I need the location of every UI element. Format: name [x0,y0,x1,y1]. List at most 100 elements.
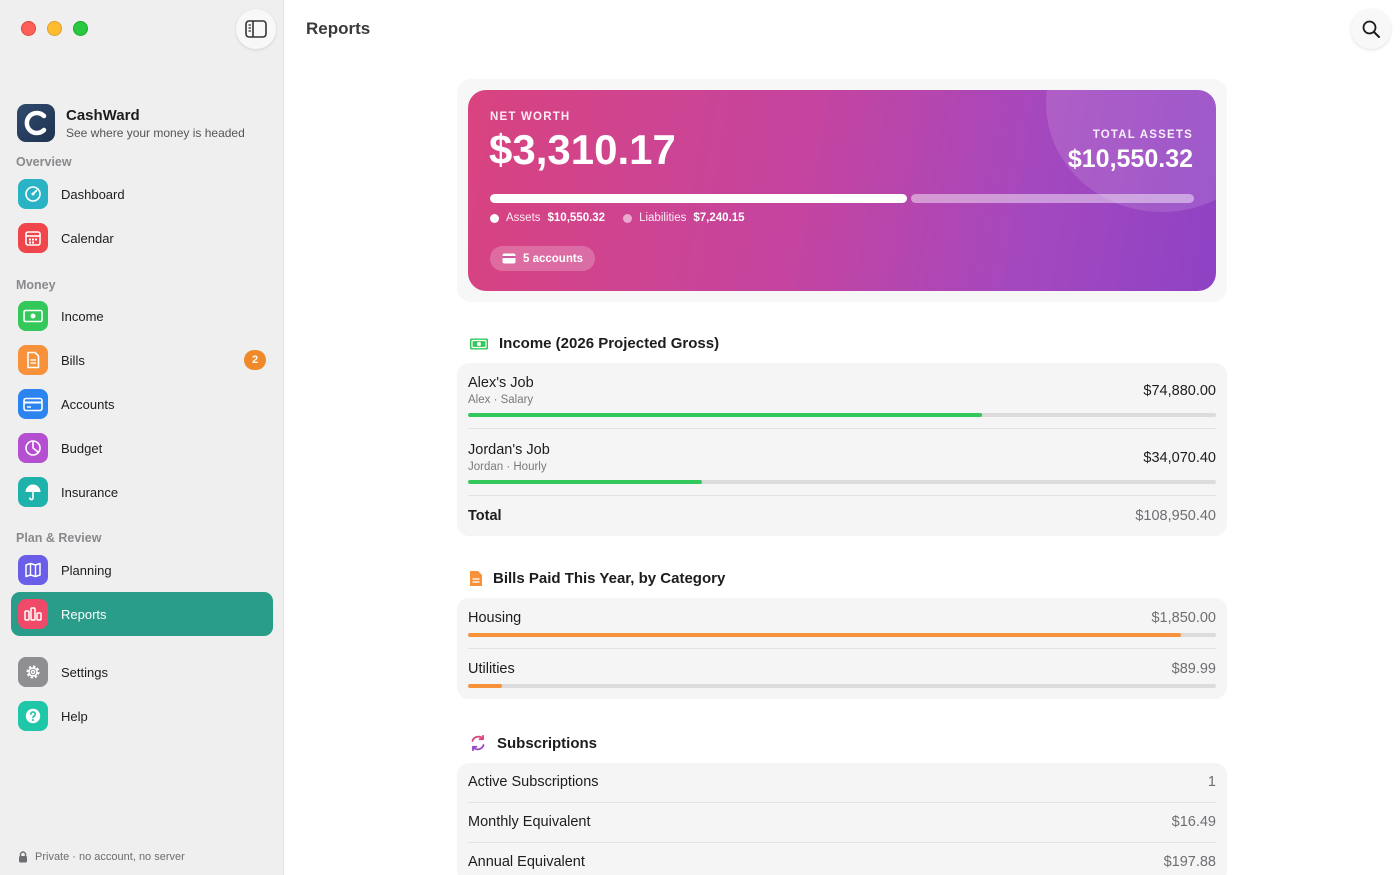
sidebar-item-insurance[interactable]: Insurance [11,470,273,514]
banknote-icon [18,301,48,331]
sidebar-item-help[interactable]: Help [11,694,273,738]
sidebar-item-reports[interactable]: Reports [11,592,273,636]
income-progress-fill [468,480,703,484]
income-section-title: Income (2026 Projected Gross) [499,335,720,352]
sidebar: CashWard See where your money is headed … [0,0,284,875]
sidebar-item-dashboard[interactable]: Dashboard [11,172,273,216]
list-item: Annual Equivalent $197.88 [468,843,1216,875]
gear-icon [18,657,48,687]
sidebar-item-settings[interactable]: Settings [11,650,273,694]
income-source-detail: Jordan · Hourly [468,461,547,473]
accounts-pill[interactable]: 5 accounts [490,246,596,271]
sidebar-item-label: Dashboard [61,186,125,202]
income-progress-track [468,480,1216,484]
search-icon [1362,20,1380,38]
sidebar-item-label: Reports [61,606,107,622]
toggle-sidebar-button[interactable] [236,9,276,49]
sidebar-item-label: Planning [61,562,112,578]
list-item[interactable]: Jordan's Job Jordan · Hourly $34,070.40 [468,429,1216,496]
search-button[interactable] [1351,9,1391,49]
subscriptions-section-header: Subscriptions [469,734,1227,752]
total-assets-value: $10,550.32 [1067,145,1193,173]
sidebar-item-planning[interactable]: Planning [11,548,273,592]
net-worth-value: $3,310.17 [489,126,676,173]
income-list: Alex's Job Alex · Salary $74,880.00 Jord… [457,363,1227,536]
assets-value: $10,550.32 [547,212,606,224]
document-icon [470,571,482,586]
bill-progress-fill [468,633,1181,637]
map-icon [18,555,48,585]
sidebar-item-label: Budget [61,440,103,456]
sidebar-item-bills[interactable]: Bills 2 [11,338,273,382]
assets-label: Assets [506,212,541,224]
minimize-window-button[interactable] [47,21,62,36]
credit-card-icon [18,389,48,419]
income-total-label: Total [468,508,502,524]
reports-content: NET WORTH $3,310.17 TOTAL ASSETS $10,550… [457,79,1227,875]
subscription-stat-label: Monthly Equivalent [468,814,591,830]
subscription-stat-label: Annual Equivalent [468,854,585,870]
bills-list: Housing $1,850.00 Utilities $89.99 [457,598,1227,699]
bill-category-amount: $1,850.00 [1151,610,1216,626]
banknote-icon [470,338,488,349]
page-title: Reports [306,19,371,38]
net-worth-label: NET WORTH [490,111,571,123]
sidebar-item-income[interactable]: Income [11,294,273,338]
brand-tagline: See where your money is headed [66,125,245,140]
subscriptions-section-title: Subscriptions [497,734,598,752]
list-item[interactable]: Housing $1,850.00 [468,598,1216,649]
income-source-name: Alex's Job [468,375,534,391]
bills-section-title: Bills Paid This Year, by Category [493,570,726,587]
assets-bar-segment [490,194,908,203]
bill-category-amount: $89.99 [1171,661,1216,677]
total-assets-label: TOTAL ASSETS [1092,129,1193,141]
liabilities-label: Liabilities [639,212,687,224]
income-amount: $34,070.40 [1143,450,1216,466]
bills-section-header: Bills Paid This Year, by Category [469,570,1227,587]
section-label-plan-review: Plan & Review [16,531,102,545]
income-source-name: Jordan's Job [468,442,550,458]
section-label-overview: Overview [16,155,72,169]
sidebar-item-label: Settings [61,664,108,680]
umbrella-icon [18,477,48,507]
list-item[interactable]: Alex's Job Alex · Salary $74,880.00 [468,363,1216,429]
zoom-window-button[interactable] [73,21,88,36]
sidebar-item-budget[interactable]: Budget [11,426,273,470]
subscription-stat-value: $16.49 [1171,814,1216,830]
cashward-logo-icon [17,104,55,142]
privacy-text: Private · no account, no server [35,851,185,863]
assets-liabilities-bar [490,194,1194,203]
sidebar-item-label: Bills [61,352,85,368]
bills-count-badge: 2 [244,350,266,370]
subscription-stat-value: $197.88 [1163,854,1216,870]
sidebar-item-label: Accounts [61,396,115,412]
pie-chart-icon [18,433,48,463]
list-item[interactable]: Utilities $89.99 [468,649,1216,699]
list-item: Active Subscriptions 1 [468,763,1216,803]
section-label-money: Money [16,278,56,292]
bill-progress-track [468,633,1216,637]
subscriptions-list: Active Subscriptions 1 Monthly Equivalen… [457,763,1227,875]
document-icon [18,345,48,375]
income-progress-fill [468,413,982,417]
assets-dot-icon [490,213,499,223]
subscription-stat-label: Active Subscriptions [468,774,599,790]
sidebar-item-label: Income [61,308,104,324]
income-progress-track [468,413,1216,417]
bar-chart-icon [18,599,48,629]
income-amount: $74,880.00 [1143,383,1216,399]
gauge-icon [18,179,48,209]
bill-category-name: Utilities [468,661,515,677]
sidebar-item-label: Calendar [61,230,114,246]
sidebar-item-accounts[interactable]: Accounts [11,382,273,426]
window-controls [21,21,88,36]
sidebar-icon [245,20,267,38]
sidebar-item-label: Insurance [61,484,119,500]
credit-card-icon [502,253,516,264]
bill-progress-fill [468,684,503,688]
close-window-button[interactable] [21,21,36,36]
brand-name: CashWard [66,106,140,124]
sidebar-item-calendar[interactable]: Calendar [11,216,273,260]
bill-progress-track [468,684,1216,688]
bill-category-name: Housing [468,610,522,626]
